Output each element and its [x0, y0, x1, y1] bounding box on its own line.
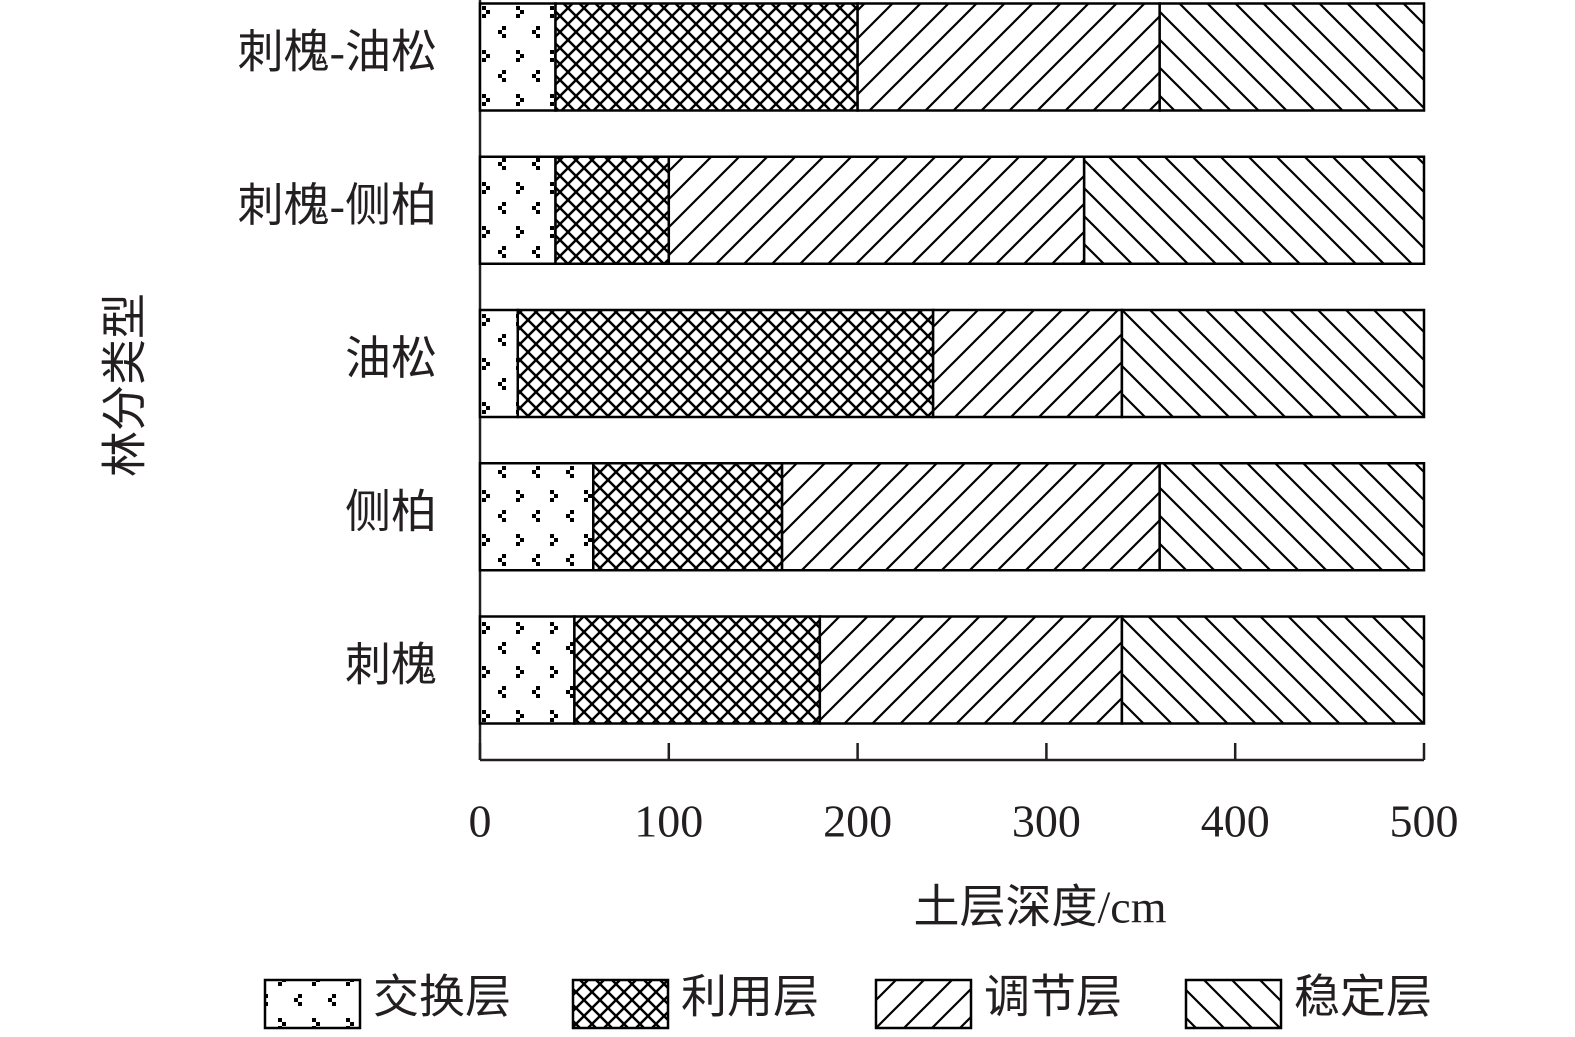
legend-swatch — [1184, 978, 1283, 1030]
legend-swatch — [263, 978, 362, 1030]
bar-segment — [818, 615, 1124, 725]
x-tick-label: 500 — [1390, 796, 1459, 847]
bar-segment — [573, 615, 822, 725]
bar-segment — [478, 2, 557, 112]
bar-segment — [780, 462, 1161, 572]
legend-label: 利用层 — [681, 972, 819, 1023]
y-tick-label: 侧柏 — [345, 486, 437, 537]
bar-segment — [516, 308, 935, 419]
bar-segment — [667, 155, 1086, 265]
bar-segment — [592, 462, 784, 572]
legend-label: 调节层 — [984, 972, 1122, 1023]
x-tick-label: 200 — [823, 796, 892, 847]
legend-label: 交换层 — [373, 972, 511, 1023]
y-tick-label: 刺槐-油松 — [238, 27, 437, 78]
bar-segment — [1120, 615, 1426, 725]
y-tick-label: 刺槐 — [345, 640, 437, 691]
bar-segment — [1120, 308, 1426, 419]
bar-segment — [478, 308, 520, 419]
x-tick-label: 400 — [1201, 796, 1270, 847]
bar-segment — [478, 615, 576, 725]
legend-label: 稳定层 — [1294, 972, 1432, 1023]
legend-swatch — [874, 978, 973, 1030]
bar-segment — [478, 155, 557, 265]
y-tick-label: 刺槐-侧柏 — [238, 180, 437, 231]
y-tick-label: 油松 — [345, 333, 437, 384]
bar-segment — [1082, 155, 1426, 265]
legend-swatch — [571, 978, 670, 1030]
x-tick-label: 100 — [634, 796, 703, 847]
bar-segment — [931, 308, 1124, 419]
bar-segment — [554, 155, 671, 265]
bar-segment — [554, 2, 859, 112]
bar-segment — [478, 462, 595, 572]
bar-segment — [1158, 462, 1426, 572]
x-tick-label: 300 — [1012, 796, 1081, 847]
bar-segment — [1158, 2, 1426, 112]
y-axis-label: 林分类型 — [100, 293, 151, 477]
x-tick-label: 0 — [469, 796, 492, 847]
bar-segment — [856, 2, 1161, 112]
x-axis-label: 土层深度/cm — [914, 882, 1167, 933]
